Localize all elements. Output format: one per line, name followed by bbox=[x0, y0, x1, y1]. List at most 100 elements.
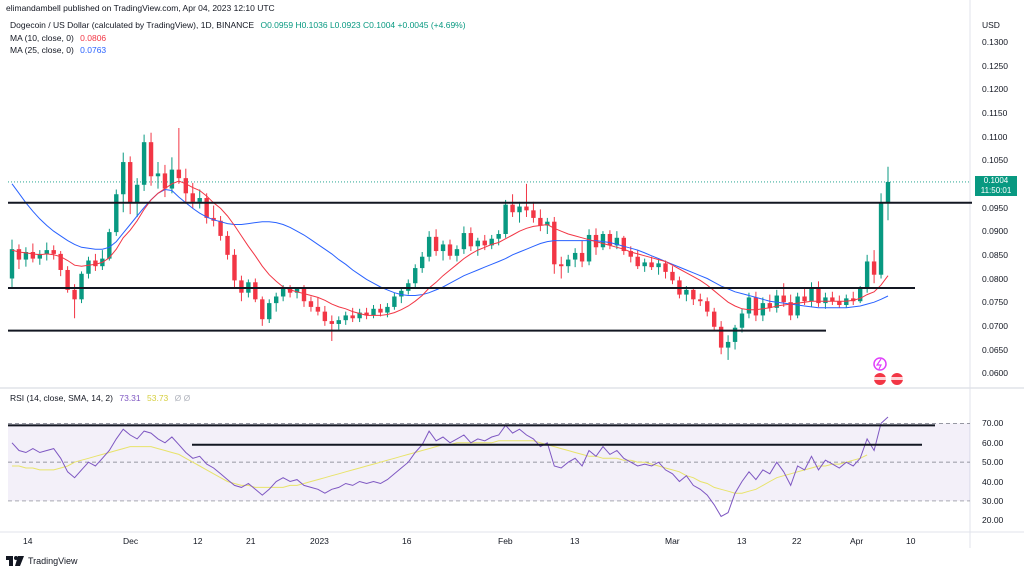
ma25-legend[interactable]: MA (25, close, 0) 0.0763 bbox=[10, 45, 106, 55]
rsi-legend[interactable]: RSI (14, close, SMA, 14, 2) 73.31 53.73 … bbox=[10, 393, 190, 403]
candle-body bbox=[190, 193, 195, 202]
candle-body bbox=[176, 169, 182, 179]
currency-label: USD bbox=[982, 20, 1000, 30]
time-tick-label: 13 bbox=[737, 536, 747, 546]
candle-body bbox=[93, 260, 98, 267]
candle-body bbox=[447, 244, 453, 256]
candle-body bbox=[267, 303, 272, 320]
time-tick-label: Feb bbox=[498, 536, 513, 546]
candle-body bbox=[607, 234, 613, 246]
candle-body bbox=[197, 198, 202, 202]
candle-body bbox=[454, 249, 460, 256]
candle-body bbox=[204, 198, 209, 218]
candle-body bbox=[552, 221, 557, 265]
candle-body bbox=[600, 234, 606, 248]
ohlc-values: O0.0959 H0.1036 L0.0923 C0.1004 +0.0045 … bbox=[260, 20, 466, 30]
candle-body bbox=[23, 251, 29, 260]
rsi-line bbox=[11, 416, 889, 518]
candle-body bbox=[141, 142, 147, 185]
candle-body bbox=[107, 232, 112, 259]
candle-body bbox=[649, 262, 654, 268]
price-tick-label: 0.0700 bbox=[982, 320, 1008, 331]
rsi-tick-label: 40.00 bbox=[982, 476, 1004, 487]
ma10-label: MA (10, close, 0) bbox=[10, 33, 74, 43]
candle-body bbox=[329, 321, 335, 324]
candle-body bbox=[72, 289, 77, 300]
candle-body bbox=[684, 289, 689, 295]
price-tick-label: 0.1150 bbox=[982, 107, 1008, 118]
time-tick-label: 14 bbox=[23, 536, 33, 546]
candle-body bbox=[440, 244, 446, 252]
rsi-tick-label: 60.00 bbox=[982, 437, 1004, 448]
candle-body bbox=[718, 326, 724, 348]
candle-body bbox=[503, 204, 508, 235]
candle-body bbox=[350, 315, 355, 319]
candle-body bbox=[524, 206, 529, 211]
candle-body bbox=[691, 289, 696, 300]
candle-body bbox=[169, 169, 175, 189]
price-tick-label: 0.0750 bbox=[982, 297, 1008, 308]
candle-body bbox=[628, 251, 633, 257]
candle-body bbox=[746, 297, 752, 314]
candle-body bbox=[461, 233, 467, 250]
ma25-value: 0.0763 bbox=[80, 45, 107, 55]
lightning-icon bbox=[873, 357, 887, 371]
candle-body bbox=[378, 308, 383, 313]
candle-body bbox=[30, 251, 36, 259]
candle-body bbox=[86, 260, 91, 274]
tradingview-brand[interactable]: TradingView bbox=[6, 556, 78, 566]
candle-body bbox=[663, 263, 668, 272]
brand-name: TradingView bbox=[28, 556, 78, 566]
candle-body bbox=[788, 302, 793, 316]
price-tick-label: 0.0600 bbox=[982, 368, 1008, 379]
time-tick-label: 16 bbox=[402, 536, 412, 546]
candle-body bbox=[753, 297, 759, 316]
symbol-title[interactable]: Dogecoin / US Dollar (calculated by Trad… bbox=[10, 20, 255, 30]
candle-body bbox=[496, 234, 501, 239]
candle-body bbox=[586, 234, 592, 262]
candle-body bbox=[253, 282, 258, 300]
candle-body bbox=[218, 220, 223, 236]
candle-body bbox=[183, 178, 189, 194]
candle-body bbox=[725, 341, 731, 348]
publisher-line: elimandambell published on TradingView.c… bbox=[6, 3, 275, 13]
candle-body bbox=[885, 181, 891, 204]
candle-body bbox=[413, 268, 418, 284]
candle-body bbox=[621, 237, 627, 252]
candle-body bbox=[239, 280, 244, 293]
candle-body bbox=[475, 240, 481, 247]
candle-body bbox=[482, 240, 487, 246]
candle-body bbox=[433, 236, 439, 252]
candle-body bbox=[308, 301, 314, 307]
time-tick-label: 12 bbox=[193, 536, 203, 546]
candle-body bbox=[315, 306, 321, 312]
tradingview-logo-icon bbox=[6, 556, 24, 566]
candle-body bbox=[148, 142, 154, 177]
candle-body bbox=[510, 204, 515, 213]
candle-body bbox=[489, 238, 494, 246]
flag-stripe-icon bbox=[891, 377, 903, 380]
time-tick-label: Dec bbox=[123, 536, 139, 546]
candle-body bbox=[162, 173, 168, 189]
candle-body bbox=[336, 320, 341, 324]
ma10-legend[interactable]: MA (10, close, 0) 0.0806 bbox=[10, 33, 106, 43]
price-tick-label: 0.0950 bbox=[982, 202, 1008, 213]
candle-body bbox=[531, 210, 536, 218]
candle-body bbox=[58, 253, 63, 270]
candle-body bbox=[385, 306, 390, 313]
candle-body bbox=[371, 308, 376, 316]
candle-body bbox=[468, 233, 474, 247]
ma25-label: MA (25, close, 0) bbox=[10, 45, 74, 55]
candle-body bbox=[280, 288, 286, 297]
candle-body bbox=[9, 249, 15, 279]
candle-body bbox=[127, 162, 133, 203]
candle-body bbox=[705, 301, 710, 312]
price-tick-label: 0.1100 bbox=[982, 131, 1008, 142]
candle-body bbox=[65, 269, 70, 290]
candle-body bbox=[287, 288, 293, 293]
time-tick-label: Apr bbox=[850, 536, 864, 546]
candle-body bbox=[37, 253, 43, 259]
candle-body bbox=[572, 252, 578, 260]
candle-body bbox=[155, 173, 161, 177]
